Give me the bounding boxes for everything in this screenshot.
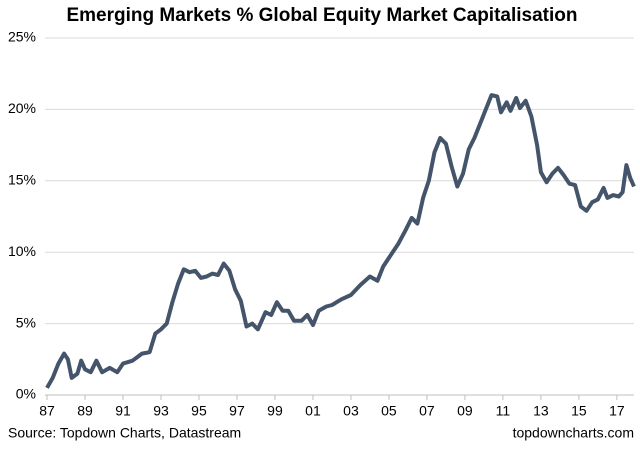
watermark: topdowncharts.com [513,425,634,441]
source-note: Source: Topdown Charts, Datastream [8,425,241,441]
y-tick-label: 15% [8,172,36,188]
x-tick-label: 99 [267,403,283,419]
x-tick-label: 03 [343,403,359,419]
y-tick-label: 20% [8,100,36,116]
x-tick-label: 93 [153,403,169,419]
x-tick-label: 95 [191,403,207,419]
x-tick-label: 97 [229,403,245,419]
y-tick-label: 0% [16,386,36,402]
x-tick-label: 05 [381,403,397,419]
x-tick-label: 89 [77,403,93,419]
y-tick-label: 10% [8,243,36,259]
chart-title: Emerging Markets % Global Equity Market … [66,5,577,26]
x-tick-label: 91 [115,403,131,419]
x-tick-label: 01 [305,403,321,419]
x-tick-label: 15 [571,403,587,419]
x-tick-label: 13 [533,403,549,419]
data-line [45,93,636,389]
x-tick-label: 07 [419,403,435,419]
x-tick-label: 87 [39,403,55,419]
y-tick-label: 25% [8,29,36,45]
x-tick-label: 09 [457,403,473,419]
x-tick-label: 17 [609,403,625,419]
y-tick-label: 5% [16,314,36,330]
x-tick-label: 11 [496,403,511,419]
